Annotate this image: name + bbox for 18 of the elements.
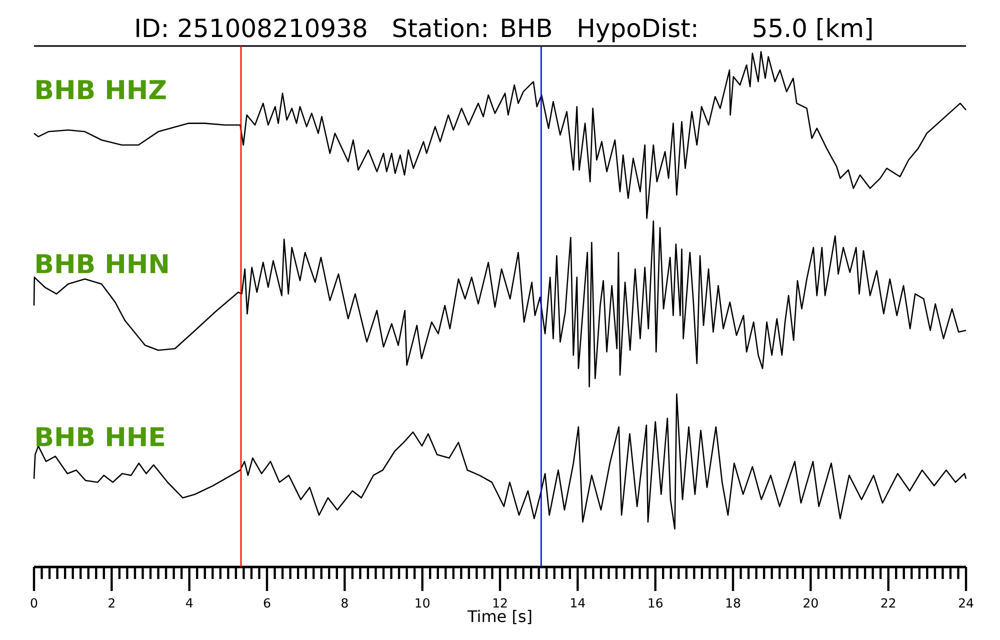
x-tick-label: 2 [108,598,114,608]
x-tick-label: 14 [571,598,585,608]
x-tick-label: 10 [416,598,430,608]
x-tick-label: 6 [264,598,270,608]
chart-title: ID: 251008210938 Station: BHB HypoDist: 55.0 [km] [136,18,872,42]
x-tick-label: 0 [30,598,38,608]
x-tick-label: 12 [493,598,507,608]
series-label: BHB HHE [36,427,164,446]
x-tick-label: 22 [881,598,896,608]
x-tick-label: 24 [958,598,974,608]
series-label: BHB HHN [36,254,168,274]
x-tick-label: 4 [186,598,193,608]
x-tick-label: 20 [804,598,818,608]
x-tick-label: 8 [342,598,348,608]
x-axis-title: Time [s] [467,610,532,624]
x-tick-label: 18 [726,598,740,608]
x-tick-label: 16 [648,598,663,608]
series-label: BHB HHZ [36,80,166,100]
